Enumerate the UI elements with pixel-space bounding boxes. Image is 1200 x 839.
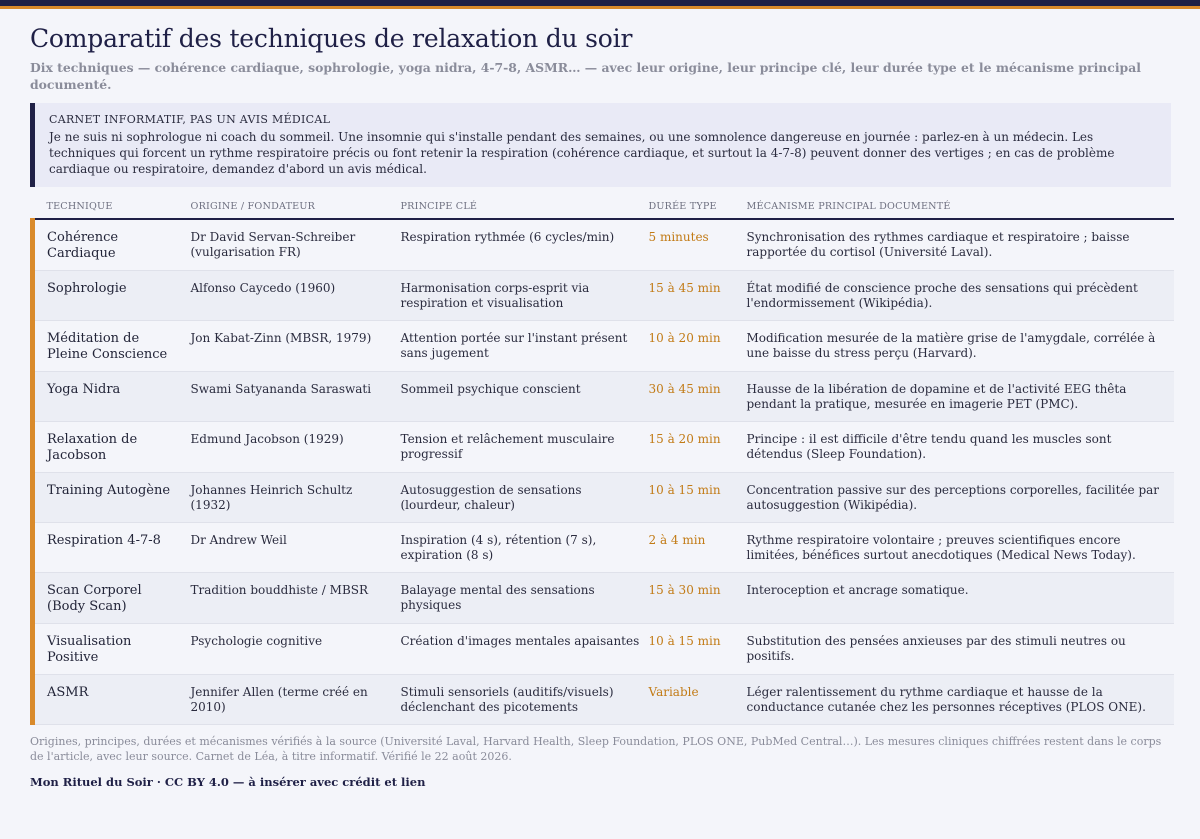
disclaimer-title: CARNET INFORMATIF, PAS UN AVIS MÉDICAL bbox=[49, 113, 331, 126]
cell-mechanism: Substitution des pensées anxieuses par d… bbox=[746, 623, 1174, 675]
cell-mechanism: Rythme respiratoire volontaire ; preuves… bbox=[746, 522, 1174, 573]
cell-mechanism: Synchronisation des rythmes cardiaque et… bbox=[746, 219, 1174, 271]
cell-duration: 2 à 4 min bbox=[648, 522, 747, 573]
header-principle: PRINCIPE CLÉ bbox=[400, 197, 649, 220]
table-row: Cohérence Cardiaque Dr David Servan-Schr… bbox=[30, 219, 1174, 271]
cell-technique: Respiration 4-7-8 bbox=[30, 522, 191, 573]
cell-origin: Jon Kabat-Zinn (MBSR, 1979) bbox=[190, 320, 401, 372]
cell-origin: Tradition bouddhiste / MBSR bbox=[190, 572, 401, 624]
table-row: Méditation de Pleine Conscience Jon Kaba… bbox=[30, 320, 1174, 372]
cell-duration: 15 à 20 min bbox=[648, 421, 747, 473]
cell-origin: Psychologie cognitive bbox=[190, 623, 401, 675]
comparison-table: TECHNIQUE ORIGINE / FONDATEUR PRINCIPE C… bbox=[30, 197, 1174, 725]
table-header-row: TECHNIQUE ORIGINE / FONDATEUR PRINCIPE C… bbox=[32, 197, 1174, 220]
cell-mechanism: Léger ralentissement du rythme cardiaque… bbox=[746, 674, 1174, 725]
page-subtitle: Dix techniques — cohérence cardiaque, so… bbox=[30, 60, 1141, 92]
cell-origin: Alfonso Caycedo (1960) bbox=[190, 270, 401, 321]
cell-mechanism: Hausse de la libération de dopamine et d… bbox=[746, 371, 1174, 422]
cell-duration: 30 à 45 min bbox=[648, 371, 747, 422]
cell-principle: Stimuli sensoriels (auditifs/visuels) dé… bbox=[400, 674, 649, 725]
cell-technique: Relaxation de Jacobson bbox=[30, 421, 191, 473]
cell-duration: 10 à 20 min bbox=[648, 320, 747, 372]
cell-duration: 15 à 45 min bbox=[648, 270, 747, 321]
cell-origin: Johannes Heinrich Schultz (1932) bbox=[190, 472, 401, 523]
cell-technique: Training Autogène bbox=[30, 472, 191, 523]
table-row: Sophrologie Alfonso Caycedo (1960) Harmo… bbox=[30, 270, 1174, 321]
cell-origin: Edmund Jacobson (1929) bbox=[190, 421, 401, 473]
header-technique: TECHNIQUE bbox=[32, 197, 191, 220]
cell-technique: Sophrologie bbox=[30, 270, 191, 321]
top-bar bbox=[0, 0, 1200, 6]
cell-duration: 15 à 30 min bbox=[648, 572, 747, 624]
cell-technique: ASMR bbox=[30, 674, 191, 725]
cell-principle: Tension et relâchement musculaire progre… bbox=[400, 421, 649, 473]
cell-technique: Cohérence Cardiaque bbox=[30, 219, 191, 271]
cell-principle: Attention portée sur l'instant présent s… bbox=[400, 320, 649, 372]
table-row: Scan Corporel (Body Scan) Tradition boud… bbox=[30, 572, 1174, 624]
cell-technique: Yoga Nidra bbox=[30, 371, 191, 422]
cell-mechanism: Modification mesurée de la matière grise… bbox=[746, 320, 1174, 372]
cell-duration: 10 à 15 min bbox=[648, 623, 747, 675]
cell-principle: Respiration rythmée (6 cycles/min) bbox=[400, 219, 649, 271]
cell-origin: Dr Andrew Weil bbox=[190, 522, 401, 573]
table-row: Yoga Nidra Swami Satyananda Saraswati So… bbox=[30, 371, 1174, 422]
table-row: Respiration 4-7-8 Dr Andrew Weil Inspira… bbox=[30, 522, 1174, 573]
top-accent-bar bbox=[0, 6, 1200, 9]
disclaimer-body: Je ne suis ni sophrologue ni coach du so… bbox=[49, 130, 1115, 176]
table-row: Visualisation Positive Psychologie cogni… bbox=[30, 623, 1174, 675]
header-origin: ORIGINE / FONDATEUR bbox=[190, 197, 401, 220]
cell-principle: Balayage mental des sensations physiques bbox=[400, 572, 649, 624]
cell-duration: 10 à 15 min bbox=[648, 472, 747, 523]
sources-note: Origines, principes, durées et mécanisme… bbox=[30, 735, 1162, 763]
cell-mechanism: Concentration passive sur des perception… bbox=[746, 472, 1174, 523]
header-duration: DURÉE TYPE bbox=[648, 197, 747, 220]
cell-origin: Swami Satyananda Saraswati bbox=[190, 371, 401, 422]
cell-principle: Sommeil psychique conscient bbox=[400, 371, 649, 422]
cell-mechanism: Principe : il est difficile d'être tendu… bbox=[746, 421, 1174, 473]
disclaimer-box: CARNET INFORMATIF, PAS UN AVIS MÉDICAL J… bbox=[30, 103, 1171, 187]
cell-technique: Méditation de Pleine Conscience bbox=[30, 320, 191, 372]
cell-mechanism: Interoception et ancrage somatique. bbox=[746, 572, 1174, 624]
cell-principle: Inspiration (4 s), rétention (7 s), expi… bbox=[400, 522, 649, 573]
cell-principle: Harmonisation corps-esprit via respirati… bbox=[400, 270, 649, 321]
credit-line: Mon Rituel du Soir · CC BY 4.0 — à insér… bbox=[30, 775, 426, 789]
article: Comparatif des techniques de relaxation … bbox=[30, 22, 1174, 789]
table-row: Training Autogène Johannes Heinrich Schu… bbox=[30, 472, 1174, 523]
table-row: Relaxation de Jacobson Edmund Jacobson (… bbox=[30, 421, 1174, 473]
cell-origin: Dr David Servan-Schreiber (vulgarisation… bbox=[190, 219, 401, 271]
cell-duration: Variable bbox=[648, 674, 747, 725]
cell-mechanism: État modifié de conscience proche des se… bbox=[746, 270, 1174, 321]
cell-principle: Création d'images mentales apaisantes bbox=[400, 623, 649, 675]
cell-duration: 5 minutes bbox=[648, 219, 747, 271]
cell-technique: Visualisation Positive bbox=[30, 623, 191, 675]
cell-origin: Jennifer Allen (terme créé en 2010) bbox=[190, 674, 401, 725]
table-row: ASMR Jennifer Allen (terme créé en 2010)… bbox=[30, 674, 1174, 725]
cell-principle: Autosuggestion de sensations (lourdeur, … bbox=[400, 472, 649, 523]
page-title: Comparatif des techniques de relaxation … bbox=[30, 24, 633, 53]
cell-technique: Scan Corporel (Body Scan) bbox=[30, 572, 191, 624]
header-mechanism: MÉCANISME PRINCIPAL DOCUMENTÉ bbox=[746, 197, 1174, 220]
